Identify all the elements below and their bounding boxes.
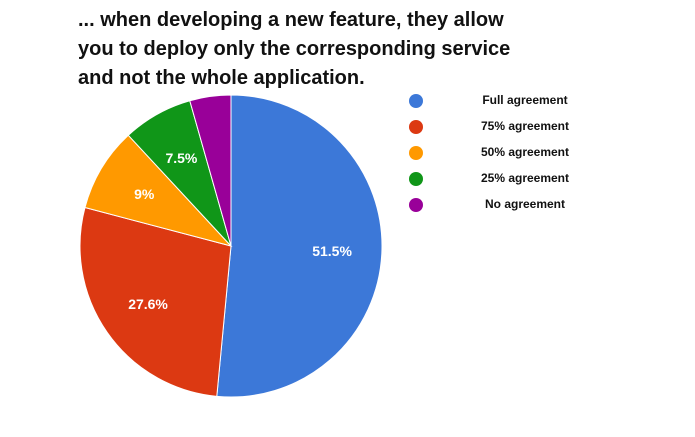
legend-item: 75% agreement	[400, 115, 600, 141]
slice-label-2: 27.6%	[128, 296, 168, 312]
pie-slice-5	[189, 94, 232, 247]
legend-swatch	[409, 120, 423, 134]
pie-slice-1	[216, 94, 383, 398]
legend-label: 75% agreement	[480, 119, 570, 133]
legend-item: 25% agreement	[400, 167, 600, 193]
legend-label: 25% agreement	[480, 171, 570, 185]
chart-title-line-1: ... when developing a new feature, they …	[78, 9, 504, 31]
legend-swatch	[409, 198, 423, 212]
legend-item: 50% agreement	[400, 141, 600, 167]
pie-slice-3	[84, 134, 233, 247]
chart-title: ... when developing a new feature, they …	[78, 6, 598, 93]
legend-swatch	[409, 172, 423, 186]
legend: Full agreement 75% agreement 50% agreement…	[400, 89, 600, 219]
chart-title-line-3: and not the whole application.	[78, 67, 365, 89]
legend-label: No agreement	[484, 197, 566, 211]
pie-slice-2	[79, 206, 232, 397]
legend-item: Full agreement	[400, 89, 600, 115]
slice-label-4: 7.5%	[165, 150, 197, 166]
slice-label-1: 51.5%	[312, 243, 352, 259]
slice-label-3: 9%	[134, 186, 155, 202]
legend-swatch	[409, 94, 423, 108]
legend-label: Full agreement	[482, 93, 568, 107]
legend-item: No agreement	[400, 193, 600, 219]
legend-label: 50% agreement	[480, 145, 570, 159]
chart-title-line-2: you to deploy only the corresponding ser…	[78, 38, 511, 60]
legend-swatch	[409, 146, 423, 160]
